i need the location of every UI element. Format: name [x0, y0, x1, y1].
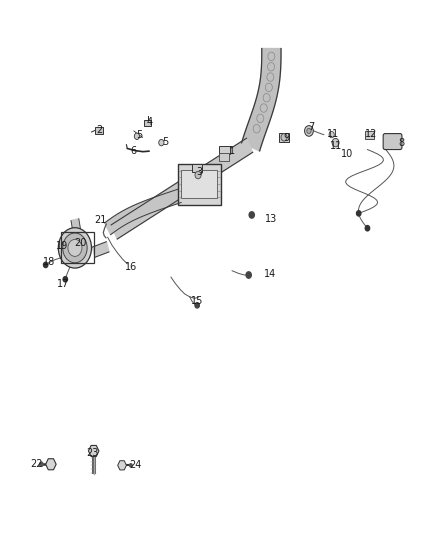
Circle shape: [332, 139, 339, 147]
FancyBboxPatch shape: [95, 127, 103, 134]
Text: 1: 1: [229, 146, 235, 156]
Text: 2: 2: [96, 125, 102, 135]
Text: 8: 8: [399, 138, 405, 148]
Text: 22: 22: [31, 459, 43, 469]
Text: 4: 4: [146, 117, 152, 127]
FancyBboxPatch shape: [383, 134, 402, 150]
Text: 11: 11: [330, 141, 342, 151]
Polygon shape: [92, 242, 109, 257]
FancyBboxPatch shape: [219, 146, 230, 155]
FancyBboxPatch shape: [279, 133, 289, 142]
Circle shape: [63, 277, 67, 282]
Text: 7: 7: [308, 122, 314, 132]
FancyBboxPatch shape: [192, 165, 202, 172]
Text: 20: 20: [74, 238, 87, 247]
Circle shape: [195, 171, 201, 179]
Circle shape: [159, 140, 164, 146]
Circle shape: [329, 132, 334, 138]
Circle shape: [130, 464, 132, 467]
Polygon shape: [105, 189, 181, 235]
Text: 12: 12: [365, 128, 377, 139]
Circle shape: [58, 228, 92, 268]
Circle shape: [357, 211, 361, 216]
Text: 15: 15: [191, 296, 203, 306]
FancyBboxPatch shape: [365, 131, 374, 139]
Text: 18: 18: [42, 257, 55, 267]
Polygon shape: [71, 219, 81, 234]
Polygon shape: [111, 138, 253, 239]
Text: 10: 10: [341, 149, 353, 159]
FancyBboxPatch shape: [178, 164, 220, 205]
Text: 6: 6: [131, 146, 137, 156]
FancyBboxPatch shape: [219, 154, 229, 161]
Text: 13: 13: [265, 214, 278, 224]
Circle shape: [134, 133, 140, 140]
Circle shape: [63, 233, 87, 263]
Text: 14: 14: [265, 270, 277, 279]
Text: 21: 21: [94, 215, 106, 225]
Text: 16: 16: [125, 262, 137, 271]
Text: 5: 5: [162, 136, 169, 147]
Circle shape: [43, 262, 48, 268]
Text: 23: 23: [86, 448, 99, 457]
Circle shape: [365, 225, 370, 231]
Polygon shape: [242, 49, 281, 151]
Circle shape: [246, 272, 251, 278]
Circle shape: [281, 134, 287, 141]
Text: 5: 5: [136, 130, 143, 140]
Text: 3: 3: [196, 167, 202, 177]
Circle shape: [249, 212, 254, 218]
FancyBboxPatch shape: [145, 120, 151, 126]
Circle shape: [39, 462, 43, 466]
Text: 19: 19: [56, 241, 68, 251]
Circle shape: [304, 126, 313, 136]
Circle shape: [68, 239, 82, 256]
FancyBboxPatch shape: [181, 170, 218, 198]
Text: 17: 17: [57, 279, 69, 288]
Text: 11: 11: [327, 128, 339, 139]
Text: 9: 9: [284, 133, 290, 143]
Circle shape: [307, 128, 311, 134]
Text: 24: 24: [129, 461, 141, 470]
Circle shape: [195, 303, 199, 308]
